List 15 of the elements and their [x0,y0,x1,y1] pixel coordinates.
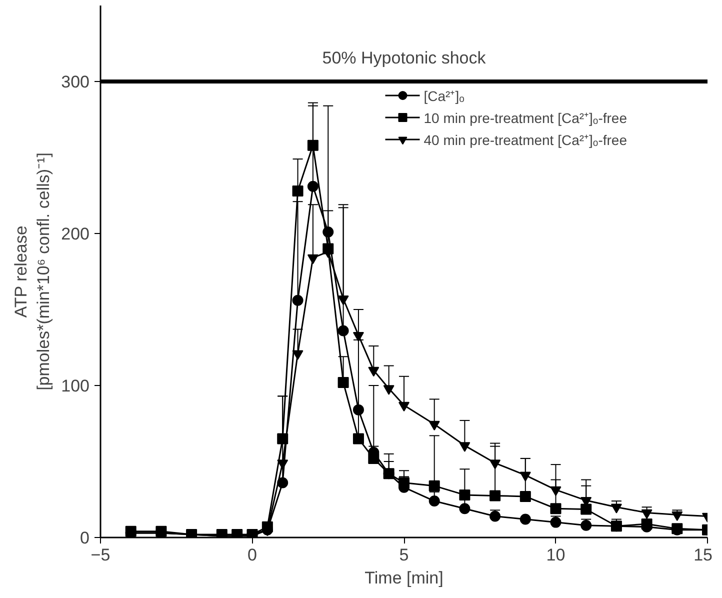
y-axis-title: ATP release [pmoles*(min*10⁶ confl. cells)⁻¹] [11,152,54,390]
x-tick-label: 10 [546,546,566,564]
y-tick-label: 100 [61,376,90,396]
legend-label: [Ca²⁺]ₒ [424,86,464,104]
legend-label: 40 min pre-treatment [Ca²⁺]ₒ-free [424,130,627,148]
y-tick-label: 300 [61,72,90,92]
x-tick-label: −5 [90,546,110,564]
legend-label: 10 min pre-treatment [Ca²⁺]ₒ-free [424,108,627,126]
y-tick-label: 200 [61,224,90,244]
y-tick-label: 0 [80,528,90,548]
x-tick-label: 0 [248,546,257,564]
ref-line-label: 50% Hypotonic shock [322,48,486,68]
x-tick-label: 5 [399,546,409,564]
x-axis-title: Time [min] [364,568,444,588]
x-tick-label: 15 [694,546,713,564]
